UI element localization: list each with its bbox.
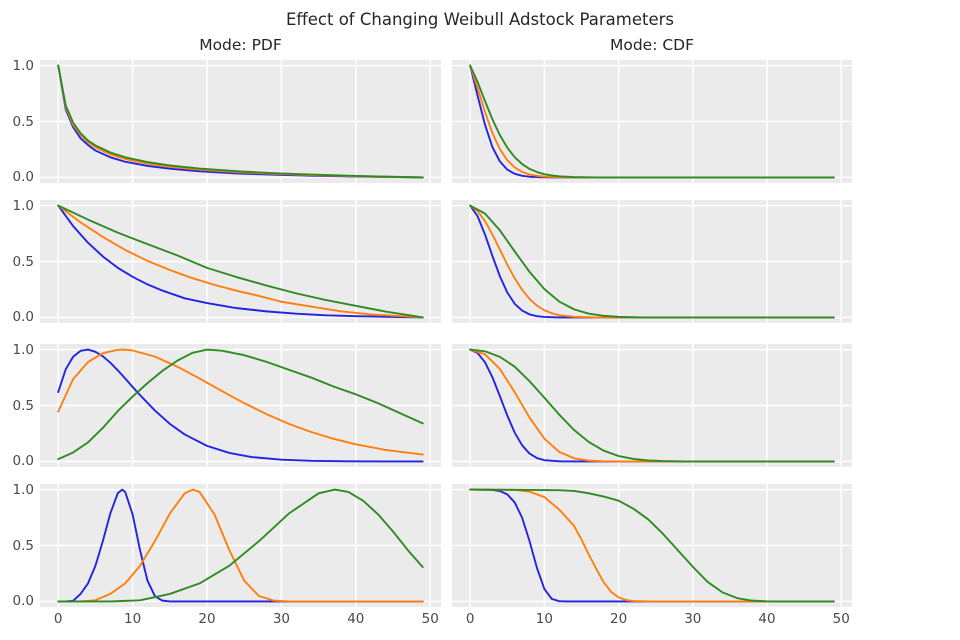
y-tick-label: 0.0 (12, 309, 34, 326)
subplot-row2-pdf (40, 200, 441, 323)
subplot-row4-cdf (452, 484, 852, 607)
x-tick-label: 20 (610, 611, 628, 627)
y-tick-label: 1.0 (12, 197, 34, 214)
series-line-scale-small (469, 348, 835, 463)
series-line-scale-medium (57, 348, 424, 456)
subplot-row3-cdf-canvas (452, 344, 852, 467)
x-tick-label: 40 (347, 611, 365, 627)
subplot-row1-cdf (452, 60, 852, 183)
subplot-row1-cdf-canvas (452, 60, 852, 183)
x-tick-label: 0 (465, 611, 475, 627)
subplot-row4-pdf-canvas (40, 484, 441, 607)
x-tick-label: 20 (198, 611, 216, 627)
series-line-scale-medium (57, 204, 424, 319)
series-line-scale-medium (469, 64, 835, 179)
series-line-scale-small (57, 204, 424, 319)
series-line-scale-small (469, 488, 835, 603)
subplot-row2-pdf-canvas (40, 200, 441, 323)
y-tick-label: 0.5 (12, 537, 34, 554)
series-line-scale-medium (469, 348, 835, 463)
series-line-scale-large (469, 204, 835, 319)
subplot-row3-pdf-canvas (40, 344, 441, 467)
subplot-row1-pdf-canvas (40, 60, 441, 183)
x-tick-label: 30 (272, 611, 290, 627)
figure-title: Effect of Changing Weibull Adstock Param… (285, 10, 675, 29)
series-line-scale-small (57, 348, 424, 463)
series-line-scale-large (57, 204, 424, 319)
x-tick-label: 50 (832, 611, 850, 627)
subplot-row2-cdf-canvas (452, 200, 852, 323)
series-line-scale-medium (57, 488, 424, 603)
y-tick-label: 1.0 (12, 341, 34, 358)
y-tick-label: 0.0 (12, 453, 34, 470)
subplot-row4-cdf-canvas (452, 484, 852, 607)
series-line-scale-medium (469, 488, 835, 603)
y-tick-label: 1.0 (12, 57, 34, 74)
series-line-scale-large (57, 488, 424, 603)
series-line-scale-large (57, 348, 424, 461)
x-tick-label: 30 (684, 611, 702, 627)
series-line-scale-small (469, 204, 835, 319)
column-title-cdf: Mode: CDF (609, 36, 695, 54)
y-tick-label: 0.0 (12, 169, 34, 186)
subplot-row2-cdf (452, 200, 852, 323)
series-line-scale-medium (469, 204, 835, 319)
x-tick-label: 10 (124, 611, 142, 627)
series-line-scale-large (57, 64, 424, 179)
y-tick-label: 0.5 (12, 397, 34, 414)
y-tick-label: 0.5 (12, 113, 34, 130)
subplot-row4-pdf (40, 484, 441, 607)
x-tick-label: 10 (535, 611, 553, 627)
y-tick-label: 0.0 (12, 593, 34, 610)
y-tick-label: 1.0 (12, 481, 34, 498)
x-tick-label: 40 (758, 611, 776, 627)
subplot-row3-pdf (40, 344, 441, 467)
series-line-scale-large (469, 64, 835, 179)
subplot-row3-cdf (452, 344, 852, 467)
y-tick-label: 0.5 (12, 253, 34, 270)
x-tick-label: 50 (421, 611, 439, 627)
x-tick-label: 0 (53, 611, 63, 627)
subplot-row1-pdf (40, 60, 441, 183)
series-line-scale-large (469, 348, 835, 463)
series-line-scale-large (469, 488, 835, 603)
column-title-pdf: Mode: PDF (199, 36, 282, 54)
